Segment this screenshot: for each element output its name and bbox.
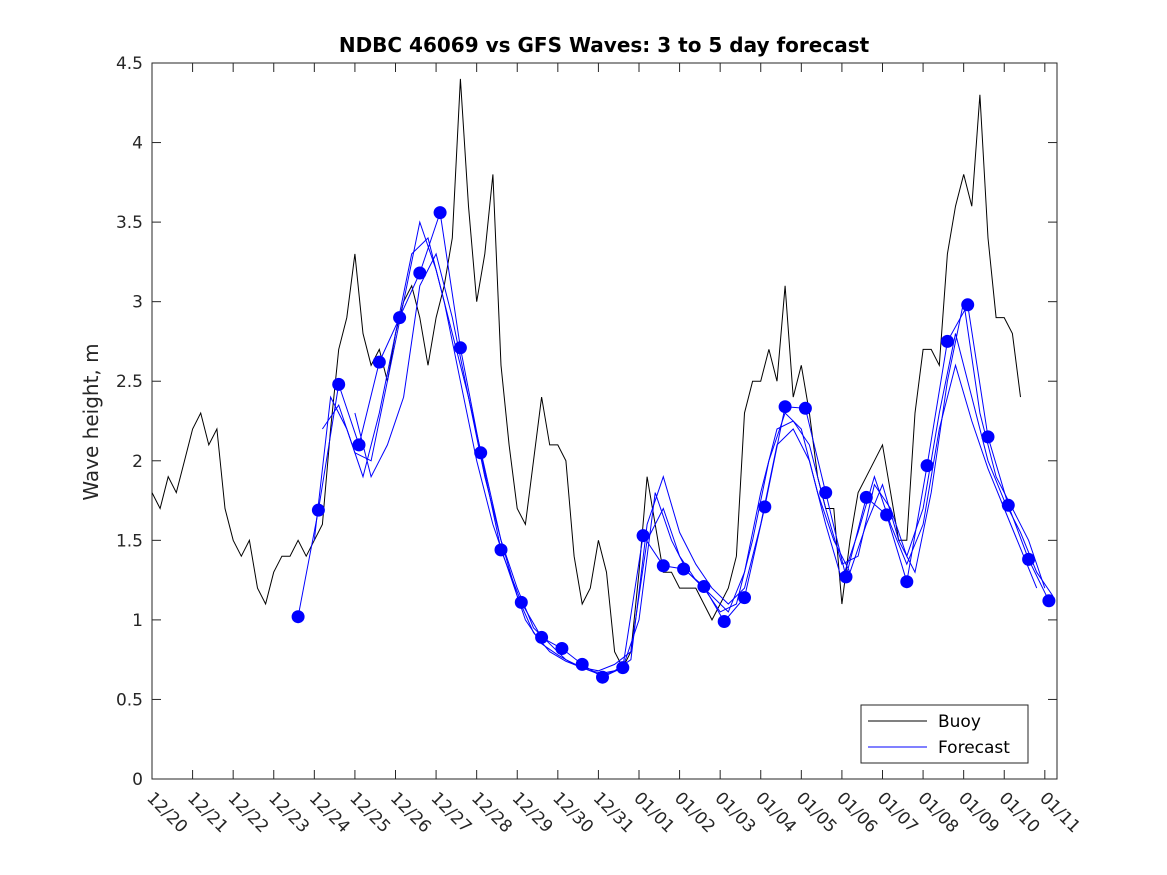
forecast-point [575,657,589,671]
forecast-point [372,355,386,369]
x-tick-label: 01/08 [914,788,963,837]
forecast-point [352,438,366,452]
forecast-point [981,430,995,444]
x-tick-label: 01/05 [792,788,841,837]
x-tick-label: 01/03 [711,788,760,837]
forecast-point [900,575,914,589]
x-tick-label: 01/04 [751,788,800,837]
forecast-point [798,401,812,415]
forecast-point [819,486,833,500]
y-tick-label: 1.5 [116,531,143,551]
x-tick-label: 12/23 [264,788,313,837]
forecast-run-line [354,252,1038,675]
x-tick-label: 12/26 [386,788,435,837]
legend-buoy-label: Buoy [938,712,981,732]
x-tick-label: 12/20 [142,788,191,837]
forecast-point [1022,552,1036,566]
y-tick-label: 1 [132,611,143,631]
forecast-point [717,615,731,628]
forecast-point [758,500,772,514]
y-tick-label: 2.5 [116,372,143,392]
forecast-point [940,334,954,348]
legend: Buoy Forecast [860,704,1029,764]
x-tick-label: 01/07 [873,788,922,837]
forecast-markers [291,206,1056,684]
forecast-point [596,670,609,684]
legend-box [860,704,1029,764]
forecast-point [393,311,407,325]
forecast-point [332,377,346,391]
x-tick-label: 12/24 [305,788,354,837]
forecast-point [677,562,691,576]
forecast-line [297,212,1050,678]
forecast-point [859,490,873,504]
forecast-point [697,580,711,593]
forecast-point [1001,498,1015,512]
x-tick-label: 12/21 [183,788,232,837]
forecast-point [555,642,569,655]
forecast-point [616,661,630,675]
forecast-point [1042,594,1056,608]
forecast-point [494,543,508,557]
legend-forecast-label: Forecast [938,738,1010,758]
x-tick-label: 12/28 [467,788,516,837]
forecast-point [433,206,447,220]
x-tick-label: 12/29 [508,788,557,837]
forecast-point [839,570,853,584]
x-tick-label: 12/25 [345,788,394,837]
x-tick-label: 01/06 [832,788,881,837]
x-tick-label: 01/10 [995,788,1044,837]
y-tick-label: 0.5 [116,690,143,710]
forecast-point [636,529,650,543]
y-axis-label: Wave height, m [79,343,103,500]
forecast-point [880,508,894,522]
forecast-point [291,610,305,624]
forecast-point [453,341,467,355]
y-tick-label: 4 [132,134,143,154]
y-axis: 0 0.5 1 1.5 2 2.5 3 3.5 4 4.5 [116,54,1057,790]
forecast-point [738,591,751,605]
x-tick-label: 01/02 [670,788,719,837]
buoy-line [151,78,1021,669]
x-tick-label: 01/09 [954,788,1003,837]
x-tick-label: 01/11 [1035,788,1084,837]
forecast-point [413,266,427,280]
forecast-point [474,446,488,460]
chart-title: NDBC 46069 vs GFS Waves: 3 to 5 day fore… [339,33,870,57]
x-tick-label: 01/01 [629,788,678,837]
x-tick-label: 12/31 [589,788,638,837]
x-tick-label: 12/30 [548,788,597,837]
forecast-point [311,503,325,517]
y-tick-label: 3.5 [116,213,143,233]
forecast-point [778,400,792,414]
forecast-point [535,630,549,644]
forecast-point [961,298,975,312]
forecast-point [920,459,934,473]
x-tick-label: 12/22 [224,788,273,837]
y-tick-label: 0 [132,770,143,790]
x-tick-label: 12/27 [427,788,476,837]
plot-area [151,62,1058,780]
y-tick-label: 2 [132,452,143,472]
y-tick-label: 3 [132,293,143,313]
forecast-point [656,559,670,573]
forecast-point [514,595,528,609]
y-tick-label: 4.5 [116,54,143,74]
